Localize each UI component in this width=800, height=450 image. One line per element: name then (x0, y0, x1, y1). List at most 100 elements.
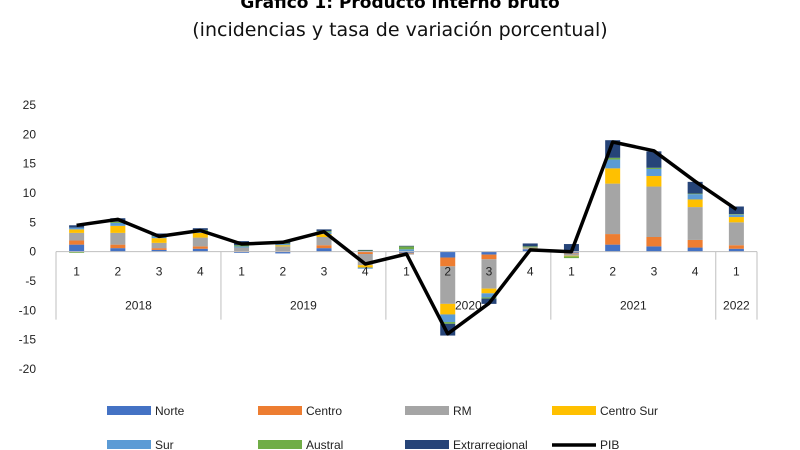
bar-segment-norte (440, 251, 456, 258)
legend-swatch-centro (258, 406, 302, 415)
legend-label-sur: Sur (155, 438, 174, 450)
bar-segment-rm (316, 237, 332, 246)
bar-segment-centro-sur (151, 238, 167, 243)
bar-segment-sur (110, 222, 126, 226)
x-tick-label: 4 (527, 265, 534, 279)
bar-segment-sur (728, 214, 744, 218)
bar-segment-centro (110, 244, 126, 249)
legend-label-extrarregional: Extrarregional (453, 438, 528, 450)
x-tick-label: 3 (321, 265, 328, 279)
bar-segment-centro-sur (192, 232, 208, 238)
bar-segment-austral (687, 193, 703, 195)
bar-segment-centro (151, 248, 167, 250)
x-tick-label: 3 (486, 265, 493, 279)
bar-segment-rm (728, 222, 744, 246)
bar-segment-austral (563, 256, 579, 259)
legend-label-norte: Norte (155, 404, 185, 418)
x-tick-label: 3 (156, 265, 163, 279)
bar-segment-austral (399, 246, 414, 250)
bar-segment-sur (646, 168, 662, 176)
bar-segment-norte (481, 251, 497, 255)
bar-segment-norte (605, 244, 621, 252)
year-group-label: 2021 (620, 299, 647, 313)
bar-segment-centro-sur (316, 234, 332, 237)
legend-swatch-sur (107, 440, 151, 449)
bar-segment-sur (275, 244, 291, 246)
bar-segment-centro-sur (646, 175, 662, 187)
x-tick-label: 1 (568, 265, 575, 279)
legend-swatch-norte (107, 406, 151, 415)
bar-segment-norte (234, 251, 250, 253)
bar-segment-norte (728, 248, 744, 252)
legend-label-centro: Centro (306, 404, 342, 418)
pib-line (76, 140, 738, 336)
bar-segment-sur (69, 227, 85, 230)
y-tick-label: 10 (23, 186, 37, 200)
bar-segment-austral (605, 157, 621, 160)
bar-segment-sur (687, 194, 703, 200)
bar-segment-austral (646, 167, 662, 169)
y-tick-label: 15 (23, 157, 37, 171)
bar-segment-rm (605, 183, 621, 235)
legend-swatch-centro-sur (552, 406, 596, 415)
y-tick-label: 5 (29, 215, 36, 229)
bar-segment-extrarregional (522, 243, 538, 247)
bar-segment-centro-sur (440, 303, 456, 315)
bar-segment-centro-sur (357, 265, 373, 268)
bar-segment-austral (728, 214, 744, 215)
bar-segment-centro (192, 246, 208, 249)
bar-segment-centro-sur (687, 199, 703, 208)
bar-segment-centro (357, 251, 373, 255)
y-tick-label: 20 (23, 127, 37, 141)
bar-segment-extrarregional (440, 323, 456, 336)
legend-label-rm: RM (453, 404, 472, 418)
bar-segment-rm (357, 254, 373, 266)
bar-segment-austral (440, 322, 456, 324)
x-tick-label: 4 (692, 265, 699, 279)
bar-segment-centro (646, 237, 662, 247)
bar-segment-centro (687, 239, 703, 248)
year-group-label: 2022 (723, 299, 750, 313)
year-group-label: 2018 (125, 299, 152, 313)
bar-segment-austral (234, 245, 250, 247)
bar-segment-sur (481, 293, 497, 298)
bar-segment-rm (687, 207, 703, 240)
x-tick-label: 2 (444, 265, 451, 279)
year-group-label: 2020 (455, 299, 482, 313)
legend-label-centro-sur: Centro Sur (600, 404, 658, 418)
legend-swatch-austral (258, 440, 302, 449)
bar-segment-rm (481, 259, 497, 289)
legend-label-pib: PIB (600, 438, 619, 450)
y-tick-label: -15 (19, 333, 37, 347)
bar-segment-austral (110, 221, 126, 223)
legend-swatch-extrarregional (405, 440, 449, 449)
x-tick-label: 2 (609, 265, 616, 279)
bar-segment-norte (69, 244, 85, 252)
bar-segment-rm (646, 186, 662, 237)
bar-segment-extrarregional (399, 245, 414, 247)
bar-segment-rm (275, 246, 291, 252)
bar-segment-centro-sur (563, 255, 579, 257)
bar-segment-austral (69, 251, 85, 253)
x-tick-label: 3 (651, 265, 658, 279)
bar-segment-rm (192, 237, 208, 247)
bar-segment-norte (646, 246, 662, 252)
x-tick-label: 1 (733, 265, 740, 279)
x-tick-label: 2 (115, 265, 122, 279)
bar-segment-sur (234, 246, 250, 248)
y-tick-label: 0 (29, 245, 36, 259)
bar-segment-centro-sur (69, 229, 85, 233)
bar-segment-norte (192, 248, 208, 252)
bar-segment-austral (481, 297, 497, 299)
bar-segment-extrarregional (687, 181, 703, 194)
y-tick-label: 25 (23, 98, 37, 112)
bar-segment-extrarregional (357, 249, 373, 251)
y-tick-label: -20 (19, 362, 37, 376)
bar-segment-centro (481, 254, 497, 260)
x-tick-label: 1 (73, 265, 80, 279)
bar-segment-centro (316, 245, 332, 249)
bar-segment-centro-sur (110, 225, 126, 233)
x-tick-label: 1 (403, 265, 410, 279)
bar-segment-norte (687, 247, 703, 252)
bar-segment-centro-sur (275, 245, 291, 247)
